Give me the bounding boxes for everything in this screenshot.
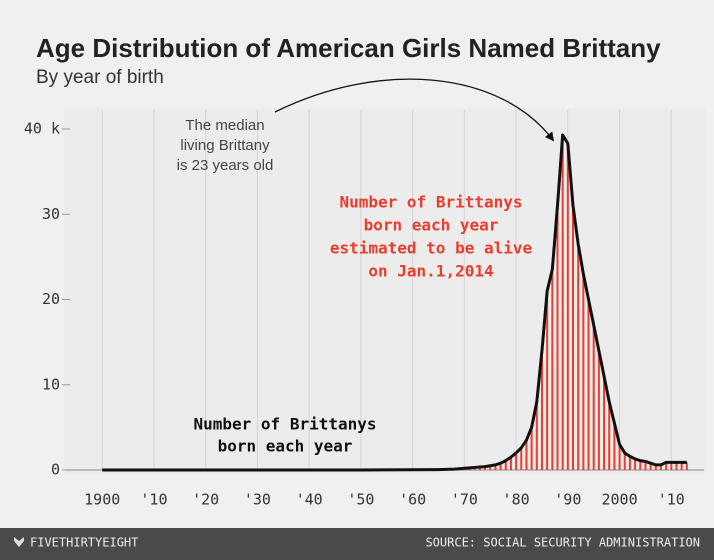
x-tick-label: '70: [451, 491, 478, 509]
line: [102, 133, 687, 472]
bar: [494, 465, 497, 470]
x-tick-label: '90: [554, 491, 581, 509]
bar: [613, 423, 616, 470]
bar: [603, 377, 606, 470]
bar: [540, 353, 543, 470]
bar: [587, 301, 590, 470]
x-tick-label: '50: [347, 491, 374, 509]
bar: [608, 402, 611, 470]
bar: [566, 147, 569, 470]
bar: [670, 462, 673, 470]
bar: [592, 326, 595, 470]
bar: [489, 465, 492, 470]
bar: [530, 428, 533, 470]
bar: [644, 461, 647, 470]
annotation: on Jan.1,2014: [368, 262, 493, 281]
bar: [680, 462, 683, 470]
footer-bar: [0, 528, 714, 560]
x-tick-label: 1900: [84, 491, 120, 509]
x-tick-label: '40: [296, 491, 323, 509]
x-tick-label: '10: [140, 491, 167, 509]
bar: [499, 463, 502, 470]
bar: [618, 444, 621, 470]
y-tick-label: 30: [42, 205, 60, 223]
y-tick-label: 0: [51, 461, 60, 479]
x-tick-label: '60: [399, 491, 426, 509]
y-tick-label: 10: [42, 375, 60, 393]
bar: [654, 464, 657, 470]
y-tick-label: 40 k: [24, 120, 60, 138]
bar: [623, 453, 626, 470]
annotation: born each year: [364, 216, 499, 235]
footer-source: SOURCE: SOCIAL SECURITY ADMINISTRATION: [425, 536, 700, 550]
bar: [504, 460, 507, 470]
annotation: living Brittany: [180, 137, 270, 154]
annotation: The median: [185, 117, 264, 134]
bar: [520, 448, 523, 470]
bar: [675, 462, 678, 470]
annotation: born each year: [218, 437, 353, 456]
bar: [665, 462, 668, 470]
bar: [628, 456, 631, 470]
bar: [551, 273, 554, 470]
bar: [685, 462, 688, 470]
chart-title: Age Distribution of American Girls Named…: [36, 33, 661, 63]
chart-subtitle: By year of birth: [36, 67, 164, 88]
footer-brand: FIVETHIRTYEIGHT: [30, 536, 138, 550]
annotation: Number of Brittanys: [193, 415, 376, 434]
x-tick-label: '10: [658, 491, 685, 509]
brand-logo: [14, 537, 24, 547]
bar: [659, 464, 662, 470]
bar: [597, 352, 600, 470]
y-tick-label: 20: [42, 290, 60, 308]
bar: [572, 209, 575, 470]
annotation: Number of Brittanys: [339, 193, 522, 212]
bar: [509, 457, 512, 470]
x-tick-label: 2000: [602, 491, 638, 509]
bar: [556, 209, 559, 471]
x-tick-label: '80: [503, 491, 530, 509]
bar: [515, 453, 518, 470]
annotation-arrow: [274, 78, 555, 142]
bar: [577, 246, 580, 470]
bar: [546, 294, 549, 470]
x-tick-label: '30: [244, 491, 271, 509]
bar: [525, 441, 528, 470]
bar: [561, 140, 564, 470]
bar: [634, 459, 637, 470]
bar: [484, 466, 487, 470]
bar: [649, 463, 652, 470]
x-tick-label: '20: [192, 491, 219, 509]
bar: [582, 276, 585, 470]
annotation: estimated to be alive: [330, 239, 532, 258]
plot-area: 0 10 20 30 40 k 1900 '10 '20 '30 '40 '50 '60 '70 '80 '…: [24, 108, 706, 509]
bar: [478, 467, 481, 470]
bar: [535, 403, 538, 470]
bar: [639, 460, 642, 470]
annotation: is 23 years old: [177, 157, 274, 174]
